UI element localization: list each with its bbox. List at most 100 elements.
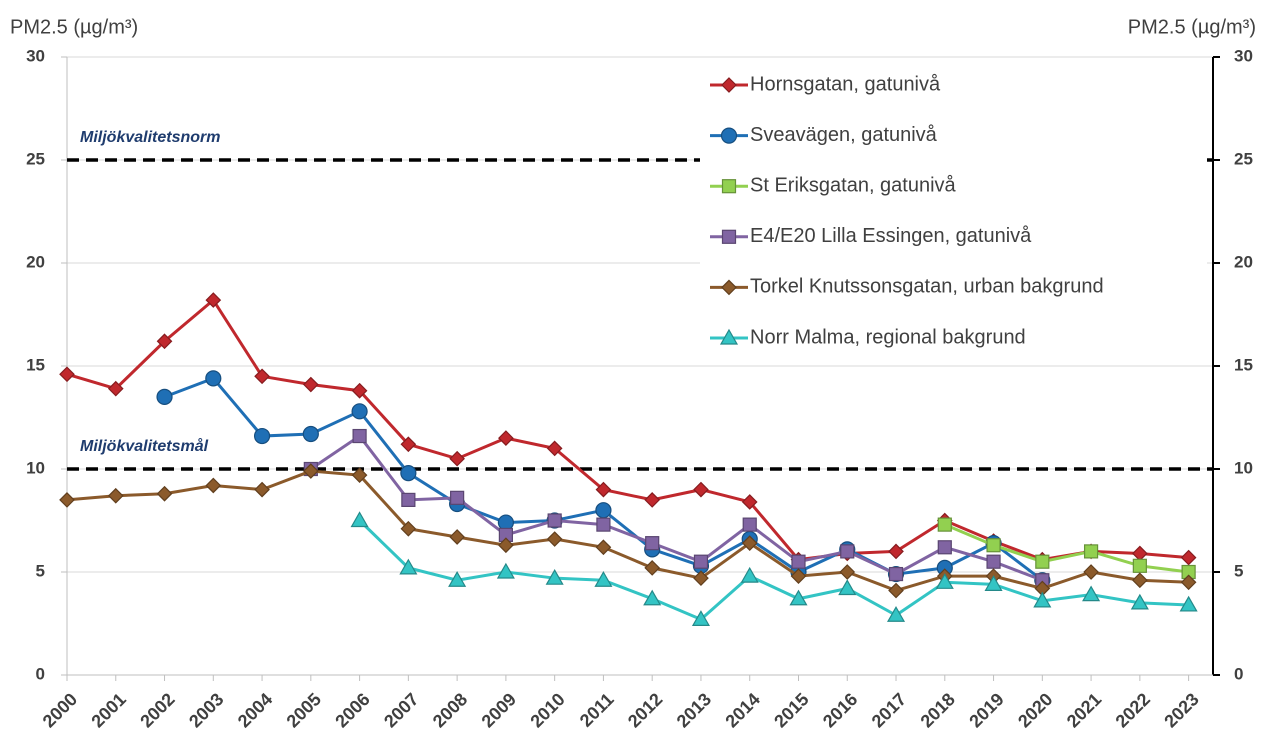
marker [1083, 544, 1099, 559]
legend-label: Hornsgatan, gatunivå [750, 73, 941, 95]
marker [937, 540, 952, 555]
marker [1132, 572, 1148, 589]
x-tick-label: 2012 [624, 689, 666, 731]
marker [302, 376, 319, 393]
marker [596, 517, 611, 532]
marker [1082, 585, 1101, 602]
marker [693, 570, 709, 587]
x-tick-label: 2006 [331, 689, 373, 731]
marker [545, 568, 564, 585]
marker [1130, 593, 1149, 610]
marker [721, 179, 737, 194]
marker [720, 127, 738, 144]
series-line [309, 434, 1043, 582]
marker [156, 388, 173, 405]
x-tick-label: 2021 [1063, 689, 1105, 731]
marker [401, 492, 416, 507]
marker [1083, 564, 1099, 580]
marker [59, 366, 75, 383]
marker [594, 571, 613, 587]
marker [351, 382, 368, 399]
series-line [944, 523, 1189, 574]
marker [448, 571, 467, 587]
marker [888, 582, 904, 599]
x-tick-label: 2016 [819, 689, 861, 731]
x-tick-label: 2007 [380, 689, 422, 731]
y2-tick-label: 25 [1234, 149, 1253, 168]
y-tick-label: 20 [26, 252, 45, 271]
marker [498, 537, 514, 554]
marker [351, 467, 368, 484]
marker [498, 430, 514, 446]
y-tick-label: 0 [36, 664, 45, 683]
marker [741, 535, 758, 552]
marker [888, 566, 904, 582]
marker [935, 573, 954, 589]
marker [546, 531, 563, 547]
marker [1179, 595, 1198, 612]
legend-label: E4/E20 Lilla Essingen, gatunivå [750, 225, 1032, 247]
marker [205, 477, 222, 494]
x-tick-label: 2014 [721, 689, 763, 731]
marker [741, 494, 758, 510]
marker [400, 436, 417, 453]
x-tick-label: 2001 [87, 689, 129, 731]
marker [1132, 545, 1148, 562]
marker [107, 487, 124, 504]
marker [840, 544, 855, 559]
reference-label: Miljökvalitetsnorm [80, 129, 220, 146]
marker [595, 502, 612, 519]
marker [790, 568, 807, 584]
y2-tick-label: 20 [1234, 252, 1253, 271]
marker [496, 562, 515, 579]
y2-tick-label: 10 [1234, 458, 1253, 477]
marker [205, 370, 222, 387]
series-line [358, 519, 1189, 622]
y-axis-title: PM2.5 (µg/m³) [10, 16, 138, 38]
y2-tick-label: 0 [1234, 664, 1243, 683]
x-tick-label: 2019 [965, 689, 1007, 731]
marker [546, 440, 563, 457]
x-tick-label: 2004 [234, 689, 276, 731]
y-tick-label: 30 [26, 46, 45, 65]
marker [721, 229, 737, 244]
marker [156, 485, 173, 502]
marker [740, 566, 759, 583]
marker [205, 292, 222, 308]
marker [789, 589, 808, 606]
legend-box [700, 62, 1207, 362]
marker [595, 481, 612, 498]
x-tick-label: 2000 [39, 689, 81, 731]
marker [1132, 558, 1147, 573]
x-tick-label: 2010 [526, 689, 568, 731]
y-tick-label: 25 [26, 149, 45, 168]
x-tick-label: 2018 [917, 689, 959, 731]
reference-label: Miljökvalitetsmål [80, 437, 209, 455]
marker [838, 579, 857, 596]
marker [351, 403, 368, 420]
series-line [66, 469, 1189, 593]
marker [742, 517, 757, 532]
marker [350, 511, 369, 528]
marker [721, 279, 737, 296]
marker [643, 589, 662, 606]
y-tick-label: 10 [26, 458, 45, 477]
legend-label: St Eriksgatan, gatunivå [750, 174, 957, 196]
legend: Hornsgatan, gatunivå Sveavägen, gatunivå S… [700, 62, 1207, 362]
marker [449, 450, 465, 467]
legend-label: Norr Malma, regional bakgrund [750, 326, 1026, 348]
marker [302, 463, 319, 479]
x-tick-label: 2005 [283, 689, 325, 731]
marker [886, 606, 906, 622]
x-tick-label: 2009 [478, 689, 520, 731]
marker [449, 529, 465, 545]
marker [1180, 574, 1197, 591]
marker [839, 564, 856, 580]
marker [302, 425, 319, 443]
x-tick-label: 2015 [770, 689, 812, 731]
y2-axis-title: PM2.5 (µg/m³) [1128, 16, 1256, 38]
y2-tick-label: 30 [1234, 46, 1253, 65]
marker [888, 543, 904, 560]
marker [497, 514, 514, 531]
